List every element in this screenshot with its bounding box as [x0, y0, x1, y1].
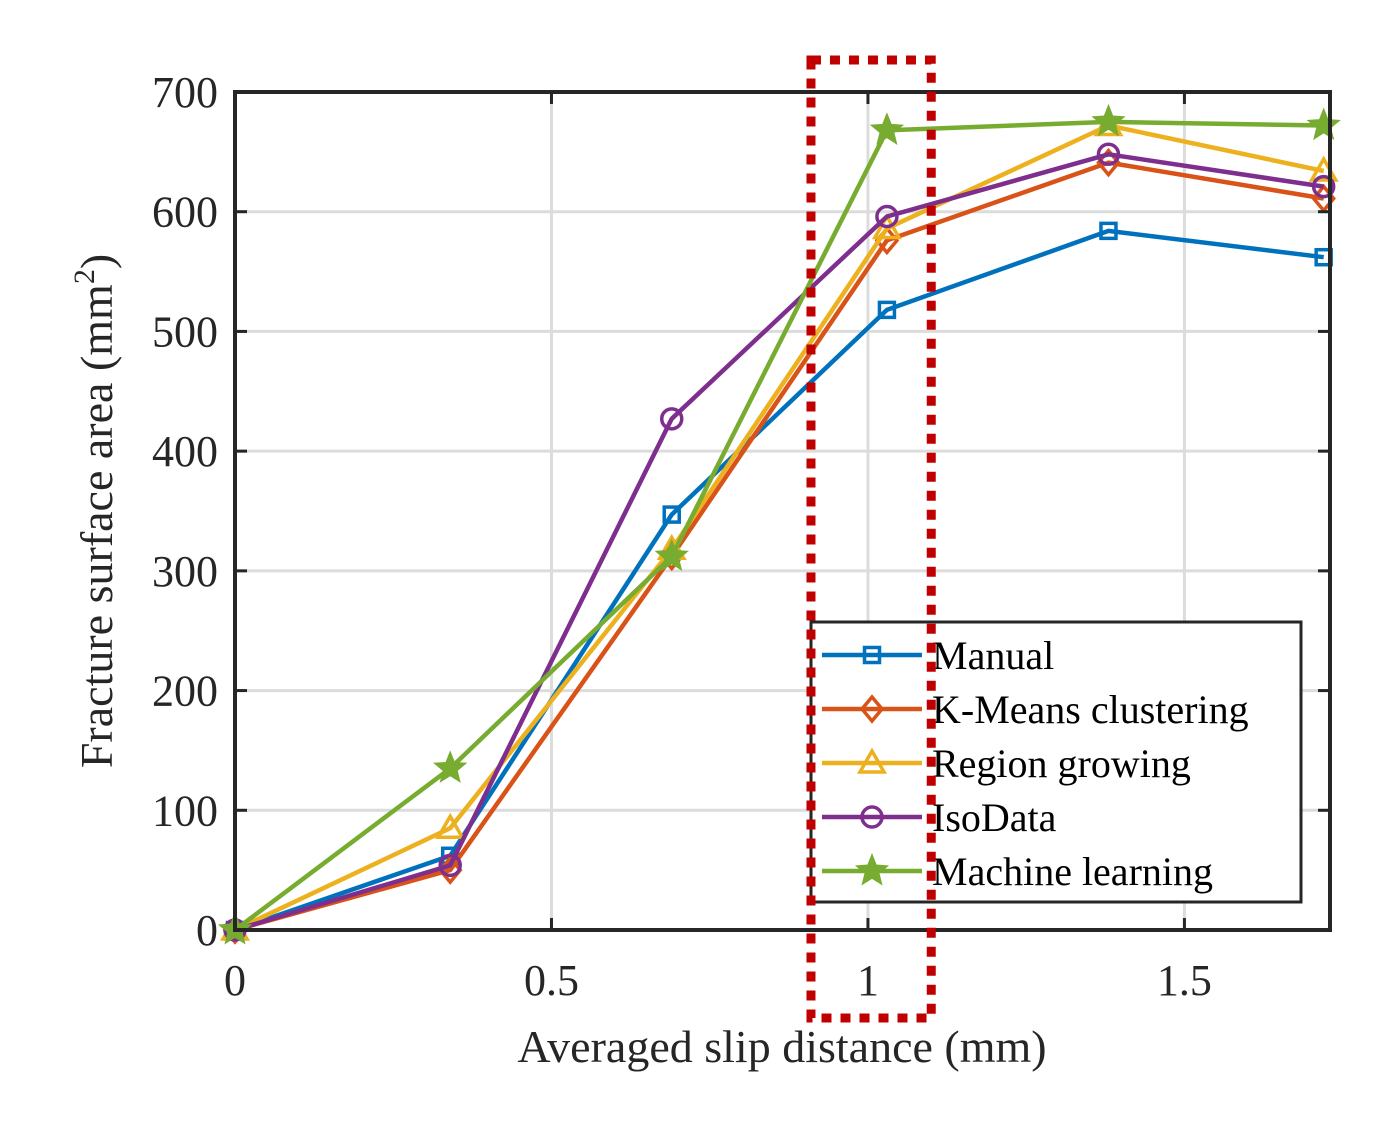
y-axis-title-superscript: 2 — [68, 269, 101, 284]
x-axis-title: Averaged slip distance (mm) — [517, 1021, 1046, 1072]
series-0-point-4 — [1099, 221, 1118, 241]
series-line-2 — [234, 123, 1325, 933]
series-0-point-3 — [877, 300, 897, 320]
legend-marker-4 — [854, 852, 890, 886]
y-tick-label-3: 300 — [152, 547, 218, 596]
series-4-point-1 — [433, 750, 468, 783]
series-line-3 — [234, 152, 1325, 933]
series-group — [217, 103, 1341, 945]
y-tick-label-7: 700 — [152, 68, 218, 117]
series-2-point-1 — [435, 812, 466, 839]
y-tick-label-6: 600 — [152, 188, 218, 237]
series-line-4 — [233, 119, 1324, 932]
ticks: 0 0.5 1 1.5 0 100 200 300 400 500 600 700 — [152, 68, 1330, 1005]
series-3-point-1 — [438, 853, 462, 878]
legend-label-0: Manual — [932, 633, 1054, 678]
series-3-point-5 — [1311, 174, 1336, 199]
y-tick-label-0: 0 — [196, 906, 218, 955]
legend-label-2: Region growing — [932, 741, 1191, 786]
legend-label-1: K-Means clustering — [932, 687, 1249, 732]
series-3-point-2 — [659, 407, 684, 431]
legend-marker-2 — [856, 747, 888, 774]
x-tick-label-2: 1 — [857, 956, 879, 1005]
series-line-0 — [234, 228, 1324, 933]
y-tick-label-4: 400 — [152, 427, 218, 476]
y-tick-label-2: 200 — [152, 667, 218, 716]
legend-marker-1 — [859, 694, 885, 724]
x-tick-label-3: 1.5 — [1157, 956, 1212, 1005]
y-axis-title-main: Fracture surface area (mm — [71, 284, 122, 768]
legend-marker-0 — [862, 645, 882, 665]
series-1-point-4 — [1096, 147, 1121, 178]
series-3-point-3 — [875, 204, 899, 229]
highlight-box — [806, 55, 936, 1023]
series-0-point-2 — [662, 505, 681, 524]
legend: Manual K-Means clustering Region growing Is… — [809, 620, 1303, 904]
x-tick-label-1: 0.5 — [524, 956, 579, 1005]
legend-label-3: IsoData — [932, 795, 1057, 840]
series-4-point-2 — [654, 538, 689, 572]
legend-marker-3 — [860, 805, 884, 829]
y-tick-label-5: 500 — [152, 307, 218, 356]
legend-label-4: Machine learning — [932, 849, 1213, 894]
y-axis-title-close: ) — [71, 254, 122, 269]
series-4-point-5 — [1306, 107, 1341, 141]
plot-frame — [233, 90, 1332, 932]
series-line-1 — [234, 160, 1325, 933]
series-4-point-4 — [1091, 103, 1126, 137]
series-3-point-4 — [1096, 142, 1121, 167]
x-tick-label-0: 0 — [224, 956, 246, 1005]
series-4-point-3 — [869, 112, 905, 145]
y-axis-title: Fracture surface area (mm2) — [68, 254, 122, 768]
grid — [235, 92, 1330, 930]
series-2-point-3 — [871, 212, 902, 240]
y-tick-label-1: 100 — [152, 786, 218, 835]
